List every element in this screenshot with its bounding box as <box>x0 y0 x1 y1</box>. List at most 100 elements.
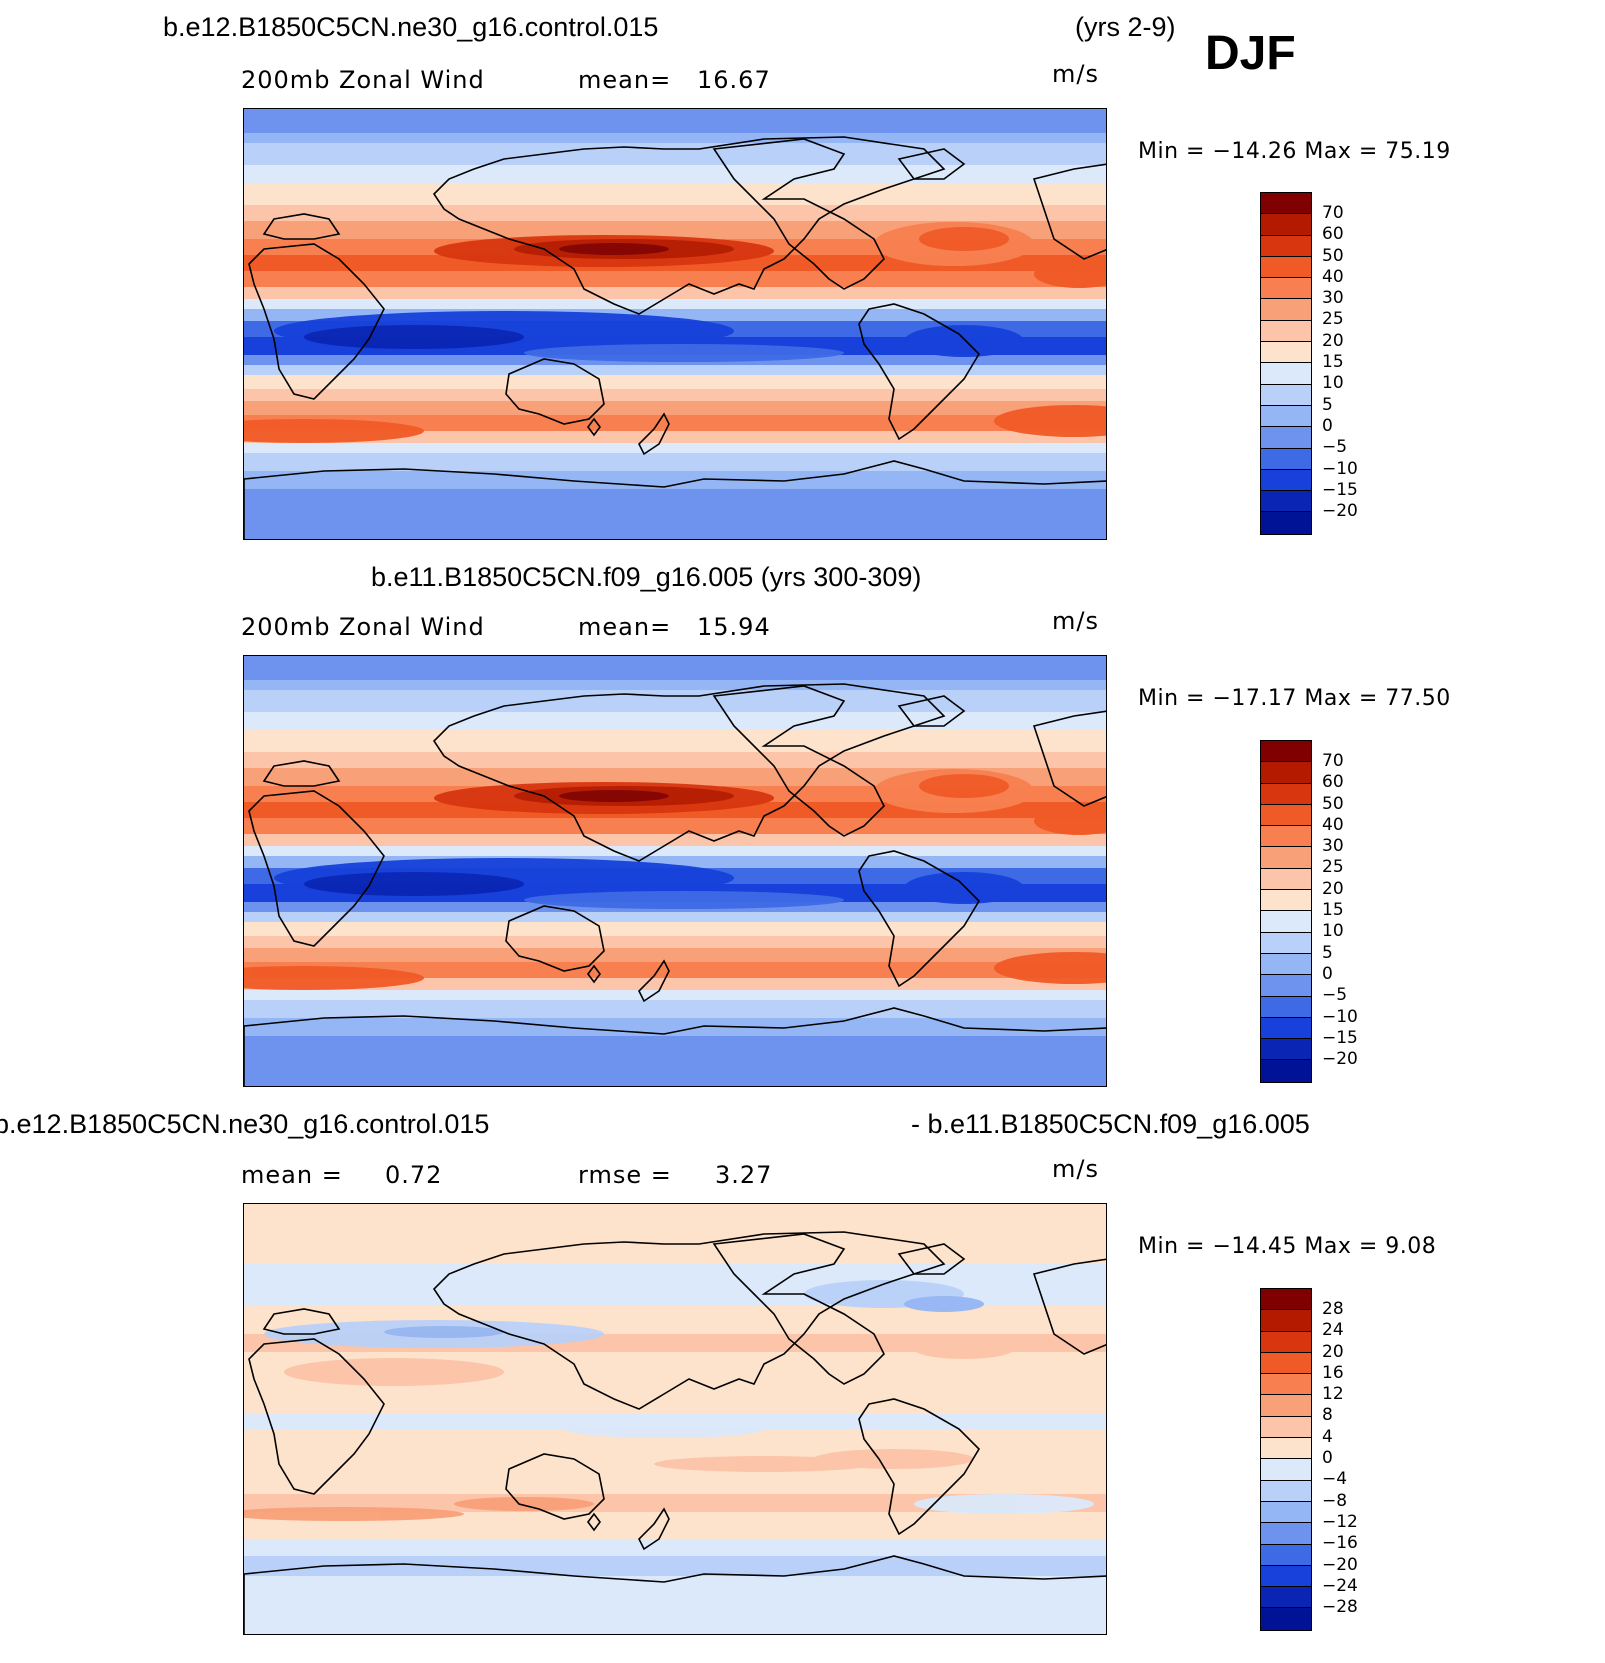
colorbar-swatch <box>1261 1523 1311 1545</box>
colorbar-tick-label: 10 <box>1322 373 1344 394</box>
panel1-mean-label: mean= <box>578 66 672 94</box>
colorbar-swatch <box>1261 491 1311 513</box>
colorbar-swatch <box>1261 1039 1311 1061</box>
colorbar-swatch <box>1261 1289 1311 1311</box>
colorbar-swatch <box>1261 826 1311 848</box>
colorbar-swatch <box>1261 299 1311 321</box>
colorbar-swatch <box>1261 469 1311 492</box>
colorbar-tick-label: 70 <box>1322 203 1344 223</box>
panel1-mean-value: 16.67 <box>697 66 771 94</box>
colorbar-tick-label: 30 <box>1322 836 1344 857</box>
colorbar-tick-label: 28 <box>1322 1299 1344 1319</box>
colorbar-tick-label: −10 <box>1322 458 1358 479</box>
panel3-colorbar-labels: 28 24 20 16 12 8 4 0 −4 −8 −12 −16 −20 −24 −28 <box>1322 1299 1358 1618</box>
colorbar-swatch <box>1261 384 1311 406</box>
colorbar-tick-label: −24 <box>1322 1575 1358 1596</box>
panel2-subtitle: 200mb Zonal Wind <box>241 613 485 641</box>
colorbar-swatch <box>1261 996 1311 1018</box>
panel2-title: b.e11.B1850C5CN.f09_g16.005 (yrs 300-309… <box>371 562 922 592</box>
panel2-colorbar <box>1260 740 1312 1083</box>
colorbar-tick-label: 15 <box>1322 900 1344 921</box>
colorbar-tick-label: 25 <box>1322 857 1344 878</box>
colorbar-tick-label: −4 <box>1322 1469 1348 1490</box>
colorbar-tick-label: 12 <box>1322 1384 1344 1405</box>
colorbar-swatch <box>1261 783 1311 805</box>
colorbar-swatch <box>1261 256 1311 279</box>
colorbar-swatch <box>1261 214 1311 236</box>
panel3-minmax: Min = −14.45 Max = 9.08 <box>1138 1234 1437 1259</box>
colorbar-tick-label: −5 <box>1322 437 1348 458</box>
panel3-units: m/s <box>1052 1155 1099 1183</box>
colorbar-tick-label: 40 <box>1322 814 1344 835</box>
colorbar-tick-label: 5 <box>1322 394 1333 415</box>
panel3-mean-value: 0.72 <box>385 1161 443 1189</box>
panel2-mean-value: 15.94 <box>697 613 771 641</box>
colorbar-tick-label: 70 <box>1322 751 1344 771</box>
colorbar-swatch <box>1261 512 1311 534</box>
colorbar-swatch <box>1261 932 1311 954</box>
colorbar-tick-label: −16 <box>1322 1533 1358 1554</box>
colorbar-tick-label: 10 <box>1322 921 1344 942</box>
colorbar-tick-label: 40 <box>1322 266 1344 287</box>
colorbar-tick-label: 16 <box>1322 1362 1344 1383</box>
colorbar-swatch <box>1261 1395 1311 1417</box>
colorbar-tick-label: 20 <box>1322 1341 1344 1362</box>
colorbar-tick-label: 20 <box>1322 330 1344 351</box>
colorbar-tick-label: −20 <box>1322 501 1358 522</box>
colorbar-swatch <box>1261 1331 1311 1353</box>
colorbar-swatch <box>1261 890 1311 912</box>
panel1-colorbar <box>1260 192 1312 535</box>
colorbar-swatch <box>1261 1017 1311 1040</box>
colorbar-swatch <box>1261 320 1311 343</box>
colorbar-swatch <box>1261 1459 1311 1481</box>
colorbar-tick-label: −12 <box>1322 1511 1358 1532</box>
colorbar-swatch <box>1261 342 1311 364</box>
panel1-colorbar-labels: 70 60 50 40 30 25 20 15 10 5 0 −5 −10 −15 −20 <box>1322 203 1358 522</box>
colorbar-swatch <box>1261 235 1311 257</box>
colorbar-swatch <box>1261 762 1311 784</box>
panel1-title: b.e12.B1850C5CN.ne30_g16.control.015 <box>163 12 659 42</box>
panel2-mean-label: mean= <box>578 613 672 641</box>
colorbar-swatch <box>1261 1374 1311 1396</box>
colorbar-tick-label: −10 <box>1322 1006 1358 1027</box>
colorbar-tick-label: 60 <box>1322 772 1344 793</box>
colorbar-tick-label: 5 <box>1322 942 1333 963</box>
colorbar-swatch <box>1261 868 1311 891</box>
colorbar-swatch <box>1261 953 1311 976</box>
colorbar-tick-label: 25 <box>1322 309 1344 330</box>
colorbar-tick-label: 50 <box>1322 245 1344 266</box>
colorbar-tick-label: 4 <box>1322 1426 1333 1447</box>
colorbar-swatch <box>1261 427 1311 449</box>
colorbar-swatch <box>1261 1608 1311 1630</box>
colorbar-swatch <box>1261 804 1311 827</box>
colorbar-swatch <box>1261 1416 1311 1439</box>
colorbar-swatch <box>1261 741 1311 763</box>
panel3-rmse-value: 3.27 <box>715 1161 773 1189</box>
colorbar-swatch <box>1261 1544 1311 1566</box>
colorbar-tick-label: 60 <box>1322 224 1344 245</box>
colorbar-swatch <box>1261 975 1311 997</box>
colorbar-tick-label: 24 <box>1322 1320 1344 1341</box>
colorbar-swatch <box>1261 278 1311 300</box>
colorbar-tick-label: −15 <box>1322 479 1358 500</box>
panel3-title: b.e12.B1850C5CN.ne30_g16.control.015 <box>0 1109 490 1139</box>
colorbar-tick-label: 50 <box>1322 793 1344 814</box>
panel1-units: m/s <box>1052 60 1099 88</box>
colorbar-tick-label: 0 <box>1322 415 1333 436</box>
colorbar-tick-label: 20 <box>1322 878 1344 899</box>
colorbar-tick-label: −20 <box>1322 1049 1358 1070</box>
colorbar-swatch <box>1261 363 1311 385</box>
panel1-subtitle: 200mb Zonal Wind <box>241 66 485 94</box>
colorbar-tick-label: −15 <box>1322 1027 1358 1048</box>
colorbar-swatch <box>1261 405 1311 428</box>
colorbar-swatch <box>1261 1060 1311 1082</box>
panel1-minmax: Min = −14.26 Max = 75.19 <box>1138 139 1451 164</box>
colorbar-tick-label: −8 <box>1322 1490 1348 1511</box>
colorbar-tick-label: 0 <box>1322 1448 1333 1469</box>
panel3-colorbar <box>1260 1288 1312 1631</box>
colorbar-swatch <box>1261 448 1311 470</box>
panel3-mean-label: mean = <box>241 1161 343 1189</box>
colorbar-swatch <box>1261 847 1311 869</box>
colorbar-swatch <box>1261 1587 1311 1609</box>
panel1-map <box>243 108 1107 540</box>
